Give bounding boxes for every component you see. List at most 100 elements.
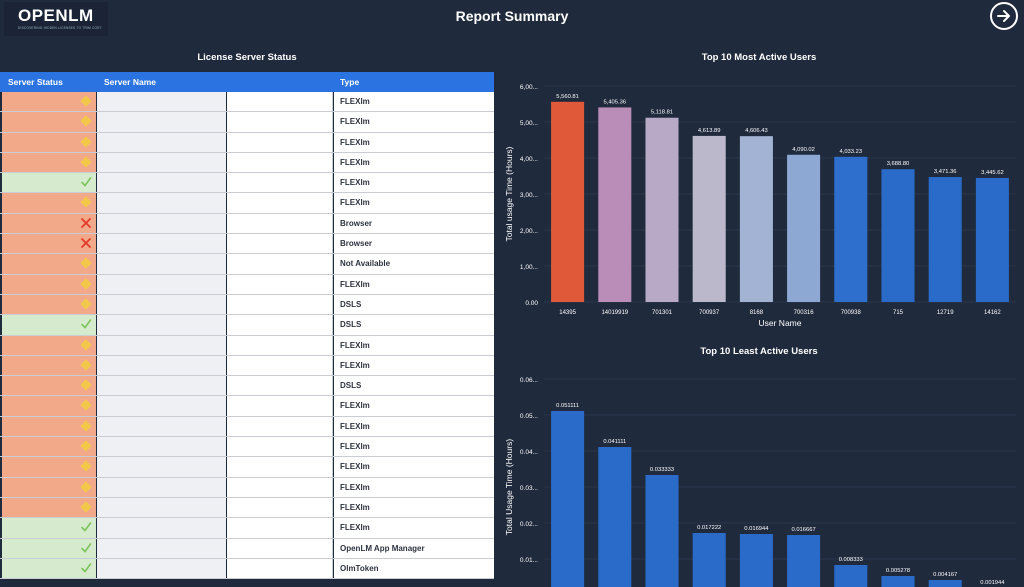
table-row[interactable]: FLEXlm <box>0 477 494 498</box>
bar[interactable] <box>739 136 773 302</box>
server-name-cell <box>97 234 226 254</box>
bar-value-label: 4,090.02 <box>792 147 815 153</box>
warning-diamond-icon <box>80 379 92 391</box>
bar-value-label: 0.016667 <box>792 527 816 533</box>
bar[interactable] <box>834 156 868 302</box>
blank-cell <box>227 477 333 497</box>
server-type-cell: DSLS <box>334 315 494 335</box>
y-tick-label: 5,00... <box>520 120 538 127</box>
table-row[interactable]: FLEXlm <box>0 92 494 113</box>
server-name-cell <box>97 92 226 112</box>
x-tick-label: 701301 <box>652 310 673 316</box>
warning-diamond-icon <box>80 501 92 513</box>
table-row[interactable]: FLEXlm <box>0 416 494 438</box>
most-active-users-title: Top 10 Most Active Users <box>701 52 817 63</box>
server-type-cell: FLEXlm <box>334 416 494 437</box>
column-header-server-status[interactable]: Server Status <box>8 77 63 87</box>
server-status-cell <box>2 376 96 396</box>
table-row[interactable]: FLEXlm <box>0 335 494 356</box>
blank-cell <box>227 152 333 173</box>
table-row[interactable]: OlmToken <box>0 558 494 580</box>
server-status-cell <box>2 294 96 315</box>
server-status-cell <box>2 173 96 193</box>
blank-cell <box>227 173 333 193</box>
table-row[interactable]: FLEXlm <box>0 437 494 458</box>
server-status-cell <box>2 193 96 213</box>
table-row[interactable]: DSLS <box>0 315 494 336</box>
column-header-server-name[interactable]: Server Name <box>104 77 156 87</box>
bar[interactable] <box>598 447 632 587</box>
bar[interactable] <box>739 534 773 587</box>
blank-cell <box>227 558 333 579</box>
blank-cell <box>227 132 333 152</box>
blank-cell <box>227 213 333 234</box>
bar[interactable] <box>598 107 632 302</box>
y-axis-label: Total Usage Time (Hours) <box>504 439 514 536</box>
table-row[interactable]: FLEXlm <box>0 497 494 519</box>
bar[interactable] <box>645 475 679 587</box>
table-row[interactable]: FLEXlm <box>0 274 494 295</box>
server-status-cell <box>2 213 96 234</box>
bar-value-label: 0.001944 <box>980 580 1005 586</box>
table-row[interactable]: Browser <box>0 234 494 255</box>
bar[interactable] <box>928 177 962 302</box>
warning-diamond-icon <box>80 278 92 290</box>
table-row[interactable]: FLEXlm <box>0 396 494 417</box>
table-row[interactable]: FLEXlm <box>0 457 494 478</box>
table-row[interactable]: OpenLM App Manager <box>0 538 494 559</box>
openlm-logo[interactable]: OPENLM DISCOVERING HIDDEN LICENSES TO TR… <box>4 2 108 36</box>
blank-cell <box>227 234 333 254</box>
table-row[interactable]: FLEXlm <box>0 152 494 174</box>
table-row[interactable]: DSLS <box>0 294 494 316</box>
column-header-type[interactable]: Type <box>340 77 360 87</box>
server-name-cell <box>97 457 226 477</box>
table-row[interactable]: DSLS <box>0 376 494 397</box>
blank-cell <box>227 274 333 294</box>
bar[interactable] <box>551 411 585 587</box>
bar-value-label: 0.008333 <box>839 557 863 563</box>
bar-value-label: 5,405.36 <box>604 99 627 105</box>
bar[interactable] <box>787 154 821 302</box>
bar[interactable] <box>551 101 585 302</box>
warning-diamond-icon <box>80 196 92 209</box>
table-row[interactable]: FLEXlm <box>0 132 494 153</box>
bar[interactable] <box>692 135 726 302</box>
page-title: Report Summary <box>455 8 569 24</box>
bar[interactable] <box>881 169 915 302</box>
table-row[interactable]: FLEXlm <box>0 112 494 133</box>
table-row[interactable]: FLEXlm <box>0 355 494 377</box>
server-type-cell: FLEXlm <box>334 518 494 538</box>
server-name-cell <box>97 355 226 376</box>
checkmark-icon <box>81 542 92 553</box>
server-type-cell: FLEXlm <box>334 92 494 112</box>
bar-value-label: 4,613.89 <box>698 128 721 134</box>
server-status-cell <box>2 92 96 112</box>
server-status-cell <box>2 355 96 376</box>
server-name-cell <box>97 152 226 173</box>
server-type-cell: OpenLM App Manager <box>334 538 494 558</box>
next-arrow-button[interactable] <box>990 2 1018 30</box>
server-name-cell <box>97 132 226 152</box>
table-row[interactable]: Browser <box>0 213 494 235</box>
y-tick-label: 0.05... <box>520 413 538 420</box>
bar[interactable] <box>975 177 1009 302</box>
server-type-cell: FLEXlm <box>334 396 494 416</box>
table-row[interactable]: FLEXlm <box>0 518 494 539</box>
table-row[interactable]: FLEXlm <box>0 173 494 194</box>
bar[interactable] <box>645 117 679 302</box>
bar[interactable] <box>881 575 915 587</box>
server-type-cell: FLEXlm <box>334 457 494 477</box>
y-tick-label: 6,00... <box>520 84 538 91</box>
server-status-cell <box>2 558 96 579</box>
bar[interactable] <box>834 565 868 587</box>
table-row[interactable]: Not Available <box>0 254 494 275</box>
y-tick-label: 0.02... <box>520 521 538 528</box>
table-row[interactable]: FLEXlm <box>0 193 494 214</box>
server-type-cell: FLEXlm <box>334 355 494 376</box>
most-active-users-chart: 0.00 1,00... 2,00... 3,00... 4,00... 5,00... 6… <box>504 84 1016 328</box>
bar[interactable] <box>928 579 962 587</box>
bar[interactable] <box>692 533 726 587</box>
blank-cell <box>227 518 333 538</box>
bar[interactable] <box>787 534 821 587</box>
blank-cell <box>227 112 333 132</box>
